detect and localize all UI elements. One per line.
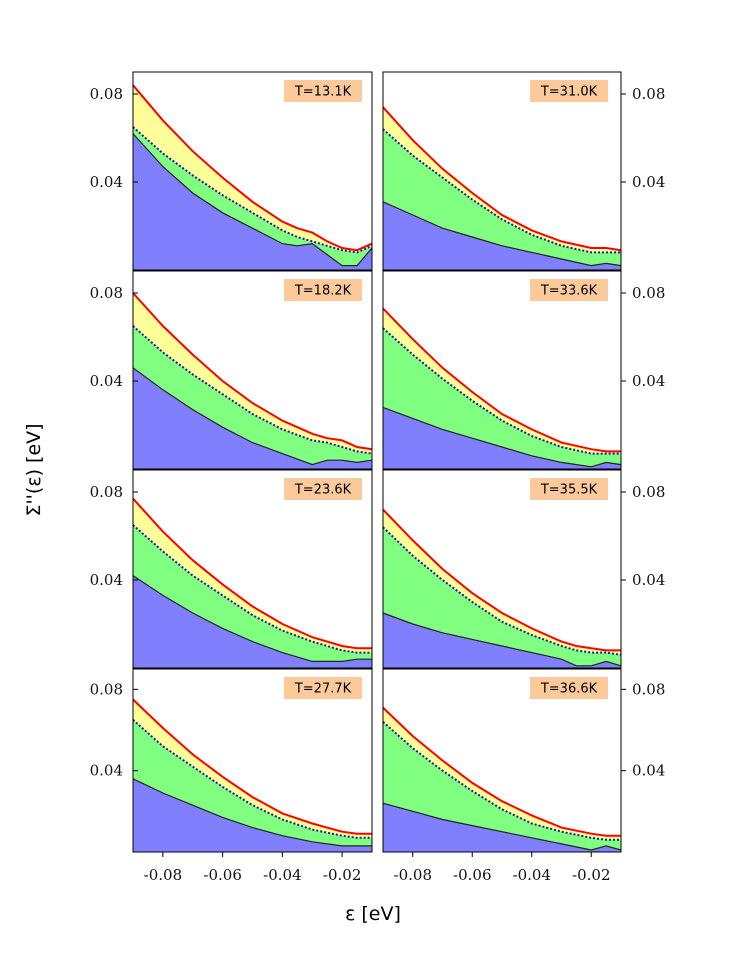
blue-boundary-line <box>382 406 622 468</box>
red-line <box>382 706 621 837</box>
panel-frame <box>382 469 622 669</box>
y-tick-label: 0.04 <box>632 372 665 390</box>
dotted-line <box>382 526 622 656</box>
x-tick-label: -0.08 <box>144 866 182 884</box>
blue-boundary-line <box>132 575 372 663</box>
panel-1: T=13.1K 0.08 0.04 <box>90 71 373 271</box>
blue-area <box>383 613 621 668</box>
x-tick-label: -0.04 <box>263 866 301 884</box>
panels: T=13.1K 0.08 0.04 T=31.0K 0.08 0.04 T=18.2K 0.0… <box>90 71 665 884</box>
blue-area <box>133 133 372 270</box>
y-tick-label: 0.04 <box>632 762 665 780</box>
green-area <box>383 129 621 266</box>
panel-3: T=18.2K 0.08 0.04 <box>90 270 373 470</box>
temperature-label: T=27.7K <box>294 682 352 697</box>
red-line <box>132 497 372 650</box>
y-tick-label: 0.08 <box>632 483 665 501</box>
red-line <box>382 508 621 652</box>
y-tick-label: 0.04 <box>90 762 123 780</box>
panel-2: T=31.0K 0.08 0.04 <box>382 71 665 271</box>
panel-frame <box>132 270 373 470</box>
y-tick-label: 0.04 <box>90 173 123 191</box>
panel-7: T=27.7K 0.08 0.04 -0.08 -0.06 -0.04 -0.02 <box>90 668 373 884</box>
red-line <box>132 292 373 451</box>
panel-frame <box>132 71 373 271</box>
y-tick-label: 0.08 <box>90 483 123 501</box>
red-line <box>382 307 621 453</box>
blue-boundary-line <box>132 367 373 466</box>
blue-boundary-line <box>382 201 622 267</box>
temperature-label: T=31.0K <box>540 85 598 100</box>
y-tick-label: 0.08 <box>632 85 665 103</box>
temperature-label: T=35.5K <box>540 483 598 498</box>
panel-frame <box>132 668 373 853</box>
dotted-line <box>382 128 621 254</box>
blue-boundary-line <box>132 778 372 847</box>
temperature-label: T=23.6K <box>294 483 352 498</box>
temperature-label-box <box>284 677 362 699</box>
y-tick-label: 0.08 <box>632 680 665 698</box>
panel-8: T=36.6K 0.08 0.04 -0.08 -0.06 -0.04 -0.02 <box>382 668 665 884</box>
y-tick-label: 0.04 <box>632 173 665 191</box>
x-tick-label: -0.02 <box>572 866 610 884</box>
green-area <box>383 328 621 467</box>
y-tick-label: 0.04 <box>90 571 123 589</box>
blue-boundary-line <box>382 612 622 667</box>
panel-frame <box>382 71 622 271</box>
y-tick-label: 0.08 <box>90 284 123 302</box>
blue-boundary-line <box>132 133 373 267</box>
green-area <box>133 525 372 662</box>
y-axis-title: Σ''(ε) [eV] <box>23 423 45 516</box>
blue-area <box>133 778 372 852</box>
x-tick-label: -0.06 <box>203 866 241 884</box>
temperature-label: T=18.2K <box>294 284 352 299</box>
green-area <box>383 721 621 850</box>
blue-area <box>383 201 621 270</box>
x-tick-label: -0.08 <box>394 866 432 884</box>
dotted-line <box>132 325 373 455</box>
green-area <box>133 127 372 266</box>
temperature-label: T=36.6K <box>540 682 598 697</box>
temperature-label-box <box>530 80 608 102</box>
red-line <box>132 698 372 835</box>
temperature-label-box <box>530 478 608 500</box>
x-tick-label: -0.04 <box>513 866 551 884</box>
y-tick-label: 0.04 <box>90 372 123 390</box>
temperature-label-box <box>530 677 608 699</box>
blue-boundary-line <box>382 802 622 851</box>
blue-area <box>133 367 372 469</box>
panel-frame <box>382 668 622 853</box>
x-tick-label: -0.06 <box>453 866 491 884</box>
red-line <box>132 84 373 252</box>
y-tick-label: 0.08 <box>632 284 665 302</box>
temperature-label-box <box>284 279 362 301</box>
dotted-line <box>382 721 621 841</box>
panel-5: T=23.6K 0.08 0.04 <box>90 469 373 669</box>
panel-frame <box>132 469 373 669</box>
x-axis-title: ε [eV] <box>345 903 401 925</box>
blue-area <box>133 575 372 668</box>
panel-4: T=33.6K 0.08 0.04 <box>382 270 665 470</box>
temperature-label-box <box>284 80 362 102</box>
green-area <box>133 719 372 846</box>
y-tick-label: 0.08 <box>90 680 123 698</box>
green-area <box>383 527 621 666</box>
y-tick-label: 0.08 <box>90 85 123 103</box>
panel-frame <box>382 270 622 470</box>
temperature-label-box <box>530 279 608 301</box>
panel-6: T=35.5K 0.08 0.04 <box>382 469 665 669</box>
temperature-label-box <box>284 478 362 500</box>
temperature-label: T=33.6K <box>540 284 598 299</box>
dotted-line <box>382 327 621 455</box>
red-line <box>382 106 622 252</box>
blue-area <box>383 407 621 469</box>
green-area <box>133 326 372 465</box>
y-tick-label: 0.04 <box>632 571 665 589</box>
temperature-label: T=13.1K <box>294 85 352 100</box>
blue-area <box>383 803 621 852</box>
x-tick-label: -0.02 <box>323 866 361 884</box>
dotted-line <box>132 719 372 839</box>
